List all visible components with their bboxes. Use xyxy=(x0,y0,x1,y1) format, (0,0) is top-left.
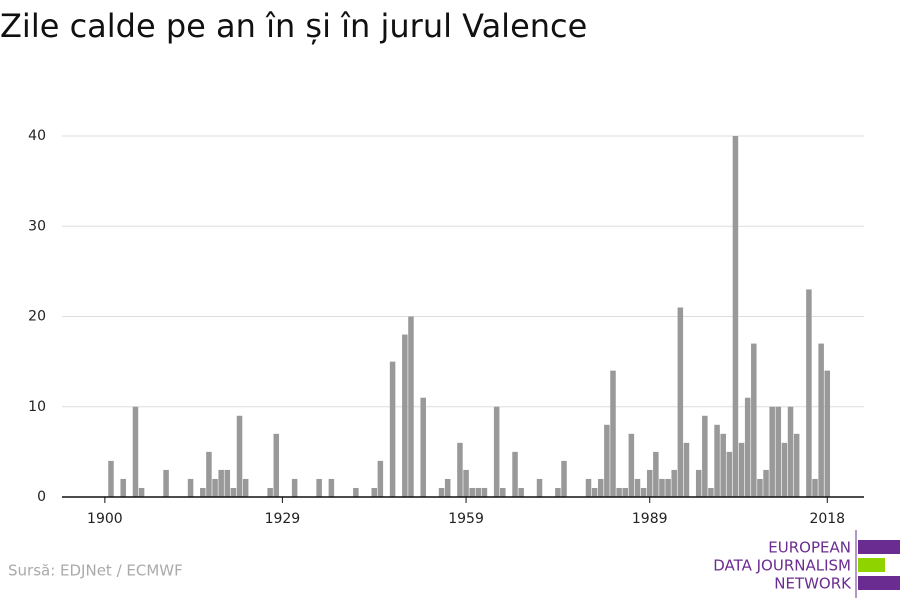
bar xyxy=(371,487,377,497)
bar xyxy=(138,487,145,497)
bar xyxy=(163,469,169,497)
bar xyxy=(738,442,745,497)
bar xyxy=(132,406,139,497)
bar xyxy=(665,478,671,497)
bar xyxy=(463,469,469,497)
bar xyxy=(757,478,763,497)
bar xyxy=(457,442,463,497)
bar xyxy=(291,478,298,497)
bar xyxy=(812,478,818,497)
bar xyxy=(751,343,757,497)
bar xyxy=(763,469,769,497)
y-tick-label: 0 xyxy=(37,489,46,505)
bar xyxy=(787,406,794,497)
logo: EUROPEAN DATA JOURNALISM NETWORK xyxy=(713,530,900,598)
bar xyxy=(267,487,273,497)
y-tick-label: 20 xyxy=(28,309,46,325)
bar xyxy=(561,460,567,497)
bar xyxy=(744,397,751,497)
bar xyxy=(646,469,653,497)
bar xyxy=(420,397,426,497)
x-tick-label: 1959 xyxy=(448,511,484,527)
bar xyxy=(622,487,628,497)
bar xyxy=(720,433,726,497)
bar xyxy=(389,361,396,497)
bar xyxy=(536,478,543,497)
bar xyxy=(555,487,561,497)
bar xyxy=(444,478,451,497)
bar xyxy=(475,487,482,497)
bar xyxy=(732,136,739,497)
x-tick-label: 1900 xyxy=(87,511,123,527)
logo-text: NETWORK xyxy=(774,575,852,593)
bar xyxy=(726,451,733,497)
bar xyxy=(628,433,635,497)
bar xyxy=(512,451,518,497)
bar xyxy=(659,478,665,497)
bar xyxy=(775,406,782,497)
bar xyxy=(616,487,622,497)
bar xyxy=(224,469,231,497)
bar xyxy=(769,406,775,497)
bar xyxy=(610,370,616,497)
bar xyxy=(634,478,641,497)
bar xyxy=(677,307,684,497)
bar xyxy=(469,487,475,497)
chart-title: Zile calde pe an în și în jurul Valence xyxy=(0,7,587,45)
bar xyxy=(683,442,690,497)
bar xyxy=(236,415,243,497)
bar xyxy=(818,343,824,497)
bar xyxy=(640,487,647,497)
y-tick-label: 10 xyxy=(28,399,46,415)
logo-text: EUROPEAN xyxy=(768,539,851,557)
x-tick-label: 2018 xyxy=(809,511,845,527)
bar xyxy=(328,478,335,497)
bar xyxy=(653,451,659,497)
bar xyxy=(500,487,506,497)
logo-bar xyxy=(858,558,885,572)
logo-bar xyxy=(858,576,900,590)
bar xyxy=(273,433,280,497)
bar xyxy=(242,478,249,497)
x-tick-label: 1989 xyxy=(632,511,668,527)
bar xyxy=(695,469,702,497)
bar xyxy=(604,424,610,497)
bar xyxy=(714,424,720,497)
y-tick-label: 30 xyxy=(28,218,46,234)
bar xyxy=(585,478,592,497)
bar xyxy=(316,478,322,497)
bar xyxy=(230,487,237,497)
bar xyxy=(591,487,598,497)
y-tick-label: 40 xyxy=(28,128,46,144)
bar xyxy=(824,370,831,497)
bar xyxy=(218,469,224,497)
bar xyxy=(212,478,218,497)
bar xyxy=(200,487,206,497)
bar xyxy=(708,487,714,497)
bar xyxy=(206,451,212,497)
bar xyxy=(438,487,445,497)
bar xyxy=(671,469,677,497)
logo-bar xyxy=(858,540,900,554)
bar xyxy=(408,316,414,497)
bar xyxy=(781,442,788,497)
bar xyxy=(702,415,708,497)
source: Sursă: EDJNet / ECMWF xyxy=(8,562,183,580)
bar xyxy=(493,406,500,497)
bar xyxy=(402,334,408,497)
bar xyxy=(597,478,604,497)
bar xyxy=(353,487,359,497)
bar xyxy=(187,478,194,497)
bar xyxy=(481,487,488,497)
logo-text: DATA JOURNALISM xyxy=(713,557,851,575)
bar xyxy=(108,460,114,497)
bar xyxy=(806,289,812,497)
bar xyxy=(793,433,800,497)
bar xyxy=(120,478,126,497)
bar xyxy=(377,460,384,497)
x-tick-label: 1929 xyxy=(265,511,301,527)
bar xyxy=(518,487,524,497)
